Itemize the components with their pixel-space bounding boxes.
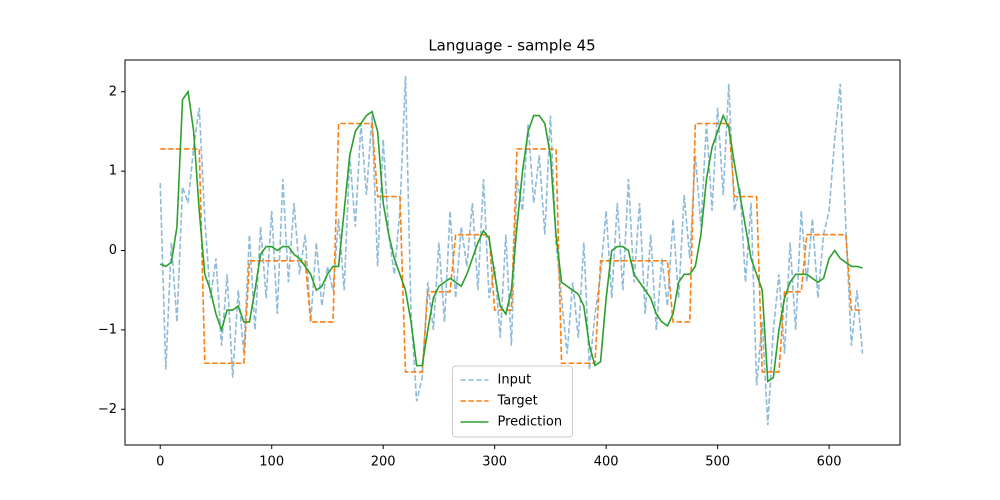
y-tick-label: −1: [98, 322, 117, 337]
y-tick-label: 1: [109, 164, 117, 179]
legend-box: [452, 365, 573, 438]
x-tick-label: 300: [482, 455, 507, 470]
y-tick-label: −2: [98, 402, 117, 417]
legend: Input Target Prediction: [452, 365, 573, 438]
y-tick-label: 2: [109, 84, 117, 99]
series-line: [159, 89, 863, 383]
legend-label: Target: [497, 394, 538, 409]
legend-label: Prediction: [498, 415, 563, 430]
x-tick-label: 500: [705, 455, 730, 470]
series-line: [159, 75, 864, 426]
x-tick-label: 200: [371, 455, 396, 470]
x-tick-label: 600: [817, 455, 842, 470]
x-tick-label: 100: [259, 455, 284, 470]
x-tick-label: 400: [594, 455, 619, 470]
chart-title: Language - sample 45: [428, 37, 595, 55]
plot-frame: [124, 59, 901, 446]
legend-label: Input: [498, 373, 532, 388]
x-tick-label: 0: [156, 455, 164, 470]
series-line: [160, 122, 863, 373]
y-tick-label: 0: [109, 243, 117, 258]
